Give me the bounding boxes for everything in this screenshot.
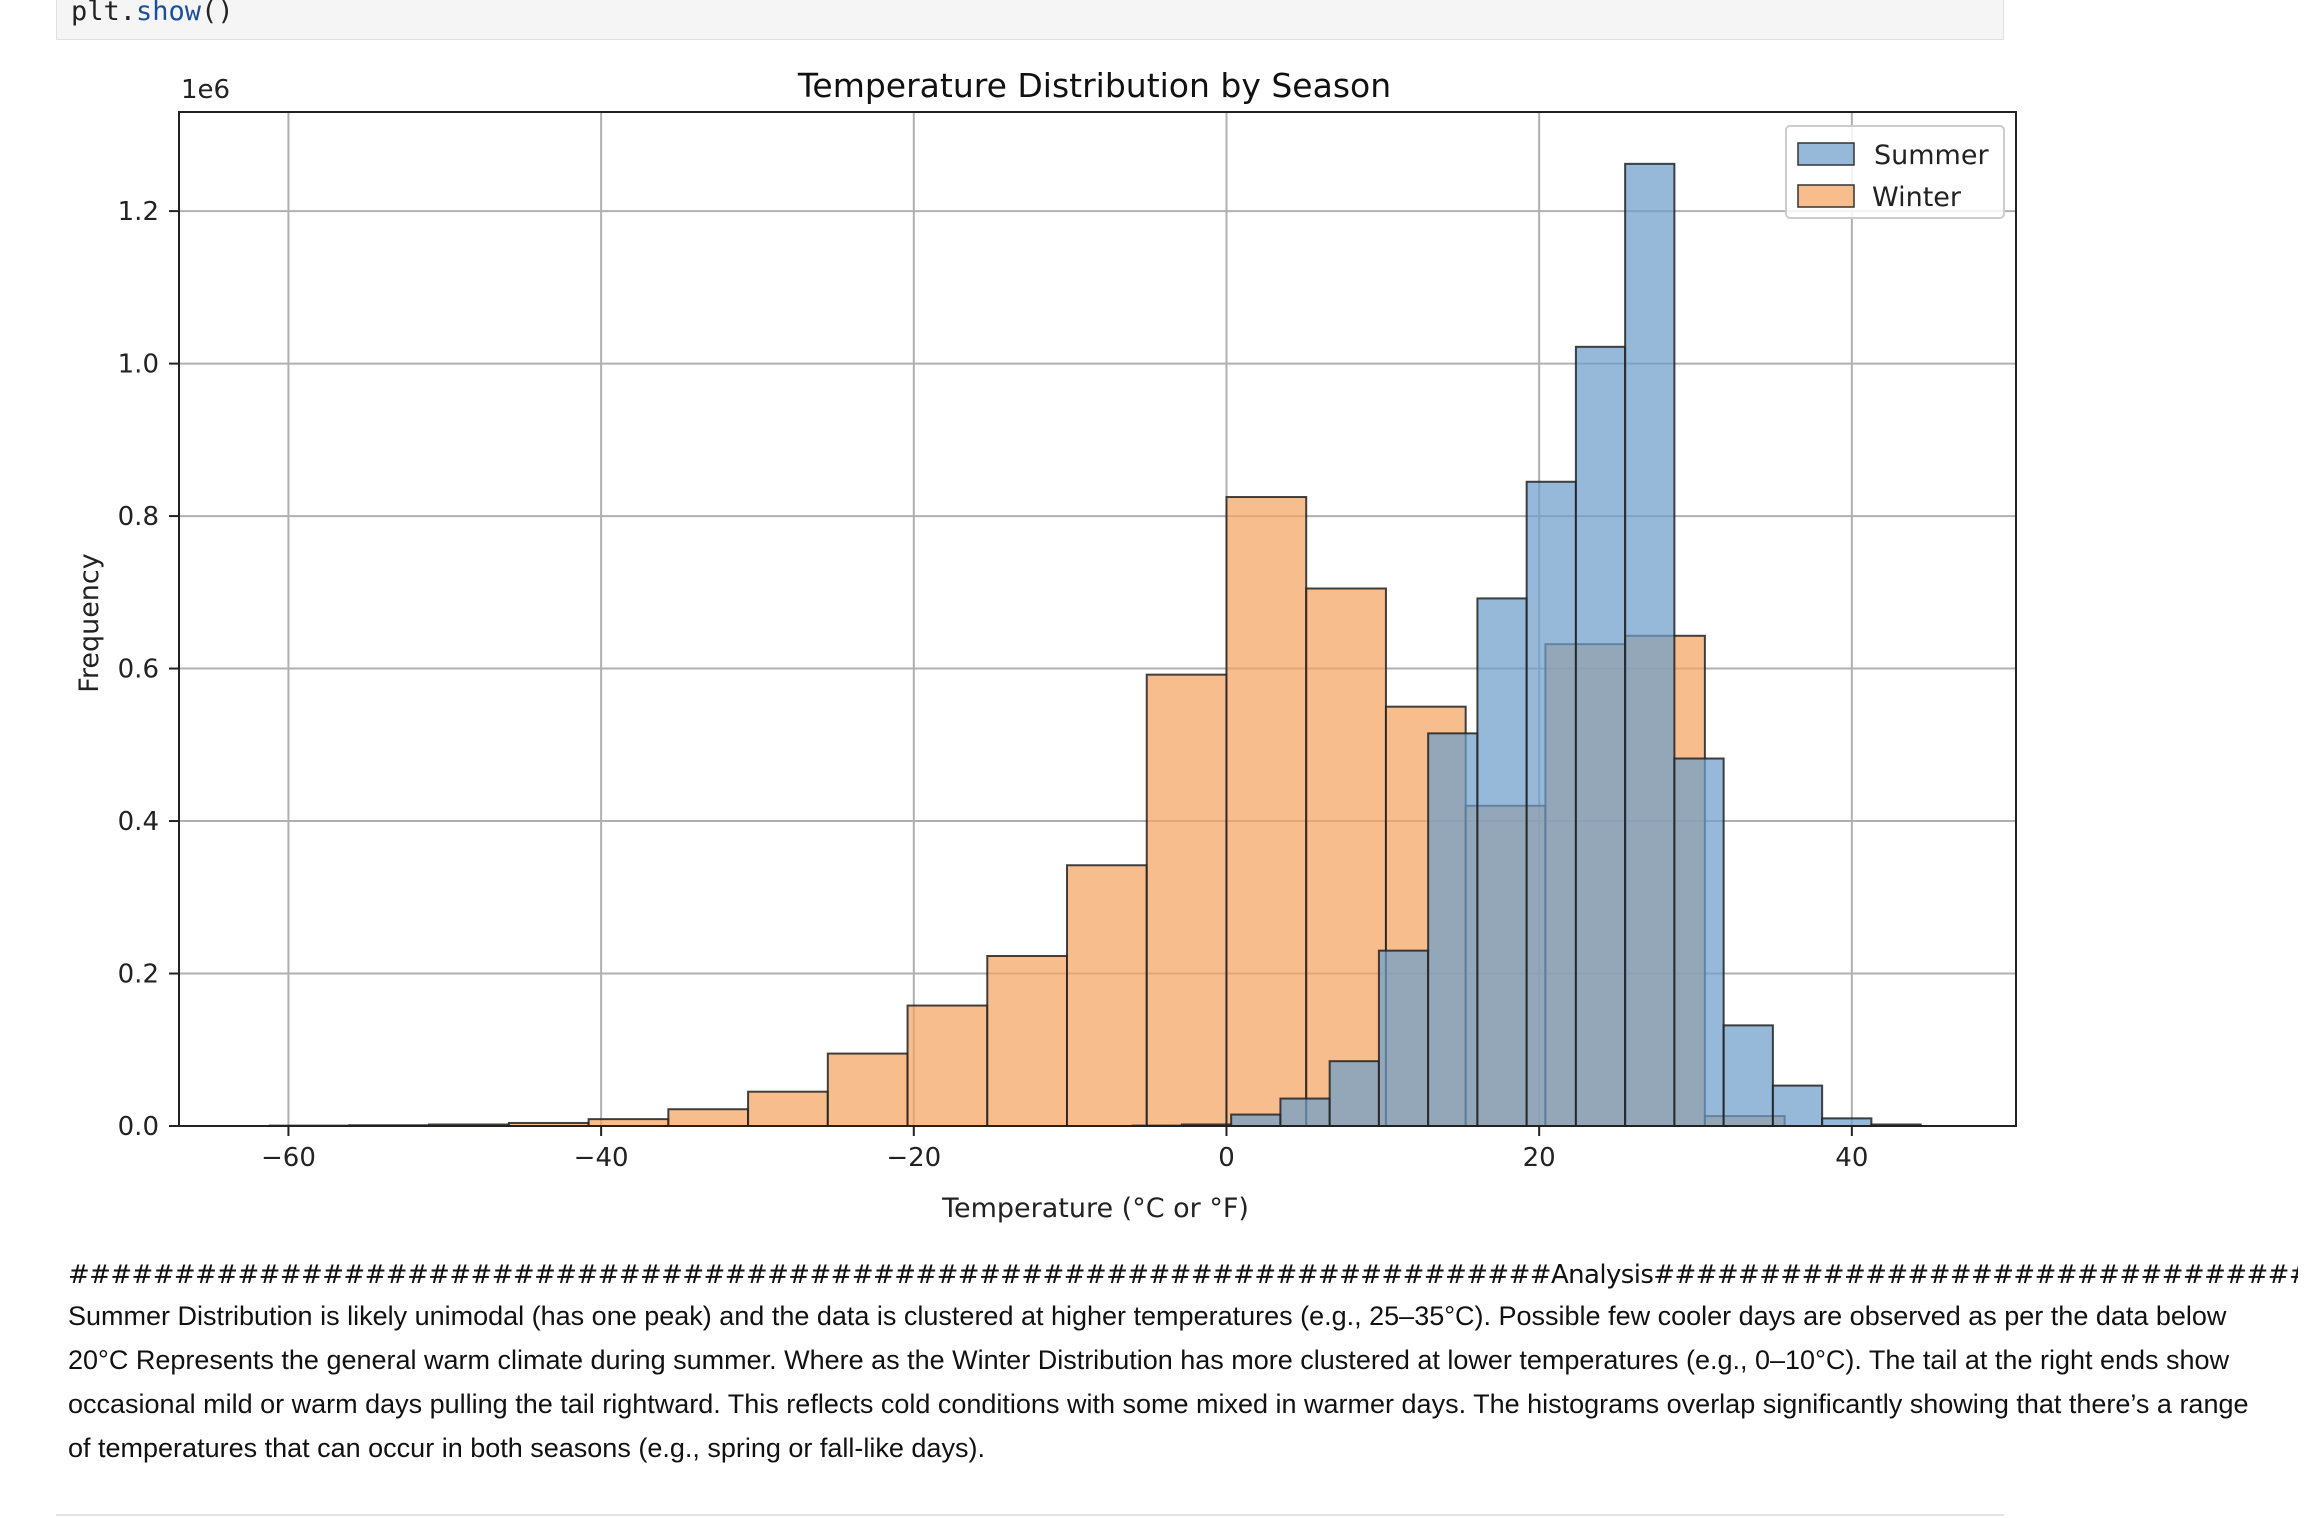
chart-title: Temperature Distribution by Season: [797, 66, 1391, 105]
y-tick-label: 0.8: [118, 502, 159, 532]
x-tick-label: −20: [886, 1143, 941, 1173]
winter-bar: [587, 1118, 670, 1127]
summer-bars: [1131, 162, 1922, 1128]
summer-bar: [1574, 345, 1627, 1127]
x-tick-label: 20: [1523, 1143, 1556, 1173]
winter-bar: [1305, 587, 1387, 1127]
code-prefix: plt.: [71, 0, 137, 27]
winter-bar: [906, 1004, 989, 1128]
x-tick-label: 40: [1835, 1143, 1868, 1173]
x-axis-label: Temperature (°C or °F): [941, 1193, 1249, 1224]
legend-swatch-winter: [1797, 184, 1855, 208]
y-tick-label: 0.2: [118, 960, 159, 990]
summer-bar: [1624, 162, 1676, 1127]
markdown-cell: ########################################…: [68, 1260, 2298, 1470]
y-tick-label: 0.4: [118, 807, 159, 837]
y-axis-label: Frequency: [74, 553, 105, 693]
winter-bar: [1225, 496, 1308, 1128]
legend-label-winter: Winter: [1872, 182, 1962, 213]
summer-bar: [1673, 757, 1725, 1128]
summer-bar: [1377, 949, 1430, 1127]
y-tick-label: 1.2: [118, 197, 159, 227]
histogram-chart: −60 −40 −20 0 20 40 0.0 0.2 0.4 0.6 0.8 1.0 1.2 Temp…: [74, 66, 2017, 1224]
summer-bar: [1328, 1060, 1380, 1128]
summer-bar: [1821, 1117, 1873, 1128]
y-tick-label: 0.6: [118, 655, 159, 685]
cell-divider: [56, 1514, 2004, 1516]
summer-bar: [1722, 1024, 1774, 1128]
x-tick-label: −40: [574, 1143, 629, 1173]
analysis-paragraph: Summer Distribution is likely unimodal (…: [68, 1301, 2249, 1463]
code-suffix: (): [201, 0, 234, 27]
winter-bar: [826, 1052, 909, 1127]
analysis-heading: ########################################…: [68, 1260, 2298, 1290]
summer-bar: [1427, 732, 1479, 1127]
y-tick-label: 1.0: [118, 350, 159, 380]
code-cell[interactable]: plt.show(): [56, 0, 2004, 40]
legend-swatch-summer: [1797, 142, 1855, 166]
code-line: plt.show(): [71, 0, 234, 27]
code-function-name: show: [136, 0, 202, 27]
x-tick-label: −60: [261, 1143, 316, 1173]
legend: Summer Winter: [1785, 125, 2005, 219]
y-tick-label: 0.0: [118, 1112, 159, 1142]
winter-bar: [1145, 673, 1228, 1127]
summer-bar: [1279, 1097, 1331, 1127]
summer-bar: [1525, 480, 1577, 1127]
winter-bar: [986, 954, 1069, 1127]
x-tick-label: 0: [1218, 1143, 1235, 1173]
winter-bar: [667, 1108, 750, 1127]
summer-bar: [1476, 597, 1528, 1127]
y-offset-label: 1e6: [181, 75, 230, 105]
axes-frame: [178, 111, 2017, 1127]
axis-ticks: −60 −40 −20 0 20 40 0.0 0.2 0.4 0.6 0.8 1.0 1.2: [118, 197, 1869, 1173]
winter-bar: [747, 1090, 829, 1128]
summer-bar: [1771, 1084, 1824, 1128]
legend-label-summer: Summer: [1874, 140, 1989, 171]
summer-bar: [1230, 1113, 1282, 1128]
winter-bar: [1066, 864, 1148, 1127]
